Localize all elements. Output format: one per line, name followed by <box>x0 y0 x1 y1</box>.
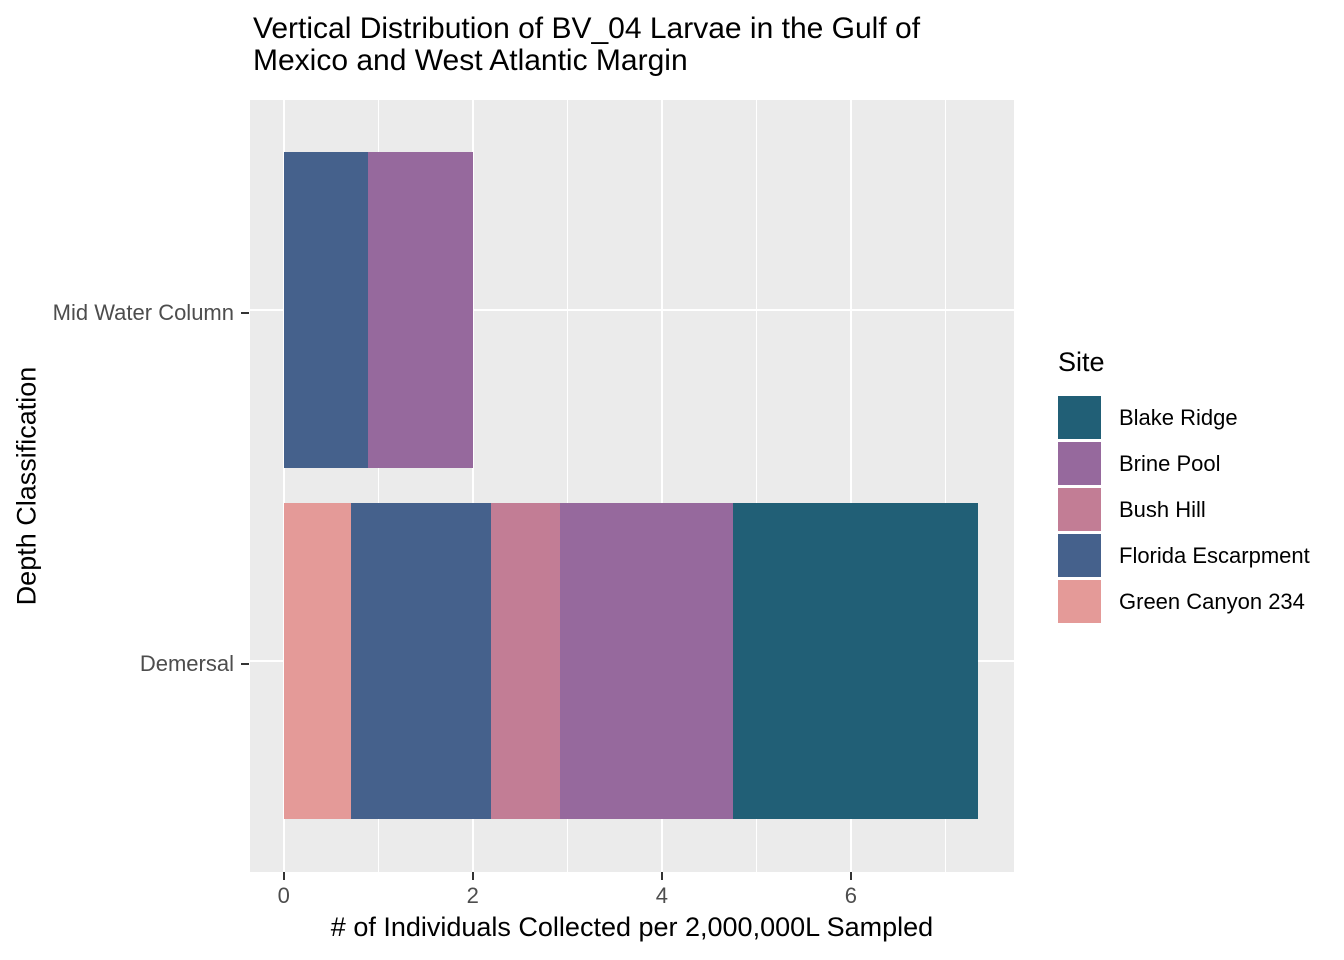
legend-label-green-canyon-234: Green Canyon 234 <box>1119 588 1305 614</box>
gridline-major-x-2 <box>471 100 474 872</box>
legend-item-green-canyon-234: Green Canyon 234 <box>1058 580 1310 623</box>
x-axis-title: # of Individuals Collected per 2,000,000… <box>330 912 934 942</box>
legend-label-florida-escarpment: Florida Escarpment <box>1119 542 1310 568</box>
bar-segment-mid-water-column-florida-escarpment <box>283 152 368 468</box>
x-tick-6 <box>849 872 852 880</box>
legend-swatch-green-canyon-234 <box>1058 580 1101 623</box>
legend-item-florida-escarpment: Florida Escarpment <box>1058 534 1310 577</box>
gridline-major-x-4 <box>660 100 663 872</box>
x-tick-2 <box>471 872 474 880</box>
bar-segment-demersal-bush-hill <box>490 503 560 819</box>
x-tick-label-0: 0 <box>277 883 290 908</box>
x-tick-label-2: 2 <box>466 883 479 908</box>
legend: Site Blake Ridge Brine Pool Bush Hill Flori… <box>1058 346 1310 626</box>
y-tick-mid-water-column <box>241 312 249 314</box>
legend-swatch-brine-pool <box>1058 442 1101 485</box>
legend-item-bush-hill: Bush Hill <box>1058 488 1310 531</box>
bar-segment-demersal-green-canyon-234 <box>283 503 351 819</box>
legend-item-blake-ridge: Blake Ridge <box>1058 396 1310 439</box>
legend-swatch-florida-escarpment <box>1058 534 1101 577</box>
gridline-minor-x-5 <box>755 100 757 872</box>
legend-label-brine-pool: Brine Pool <box>1119 450 1221 476</box>
gridline-minor-x-1 <box>377 100 379 872</box>
y-tick-label-demersal: Demersal <box>139 651 234 676</box>
gridline-major-y-mid-water-column <box>250 309 1014 311</box>
legend-swatch-blake-ridge <box>1058 396 1101 439</box>
bar-segment-demersal-blake-ridge <box>732 503 979 819</box>
legend-label-blake-ridge: Blake Ridge <box>1119 404 1238 430</box>
legend-swatch-bush-hill <box>1058 488 1101 531</box>
legend-item-brine-pool: Brine Pool <box>1058 442 1310 485</box>
bar-segment-demersal-florida-escarpment <box>350 503 491 819</box>
bar-segment-mid-water-column-brine-pool <box>367 152 473 468</box>
x-tick-4 <box>660 872 663 880</box>
legend-title: Site <box>1058 347 1105 377</box>
y-tick-label-mid-water-column: Mid Water Column <box>52 300 234 325</box>
bar-segment-demersal-brine-pool <box>559 503 733 819</box>
chart-title: Vertical Distribution of BV_04 Larvae in… <box>253 12 921 77</box>
gridline-minor-x-7 <box>944 100 946 872</box>
x-tick-0 <box>282 872 285 880</box>
x-tick-label-4: 4 <box>655 883 668 908</box>
legend-label-bush-hill: Bush Hill <box>1119 496 1206 522</box>
gridline-major-x-6 <box>849 100 852 872</box>
gridline-minor-x-3 <box>566 100 568 872</box>
x-tick-label-6: 6 <box>844 883 857 908</box>
gridline-major-x-0 <box>282 100 285 872</box>
y-tick-demersal <box>241 663 249 665</box>
plot-panel <box>250 100 1014 872</box>
y-axis-title: Depth Classification <box>11 366 42 606</box>
legend-rows: Blake Ridge Brine Pool Bush Hill Florida Es… <box>1058 396 1310 623</box>
